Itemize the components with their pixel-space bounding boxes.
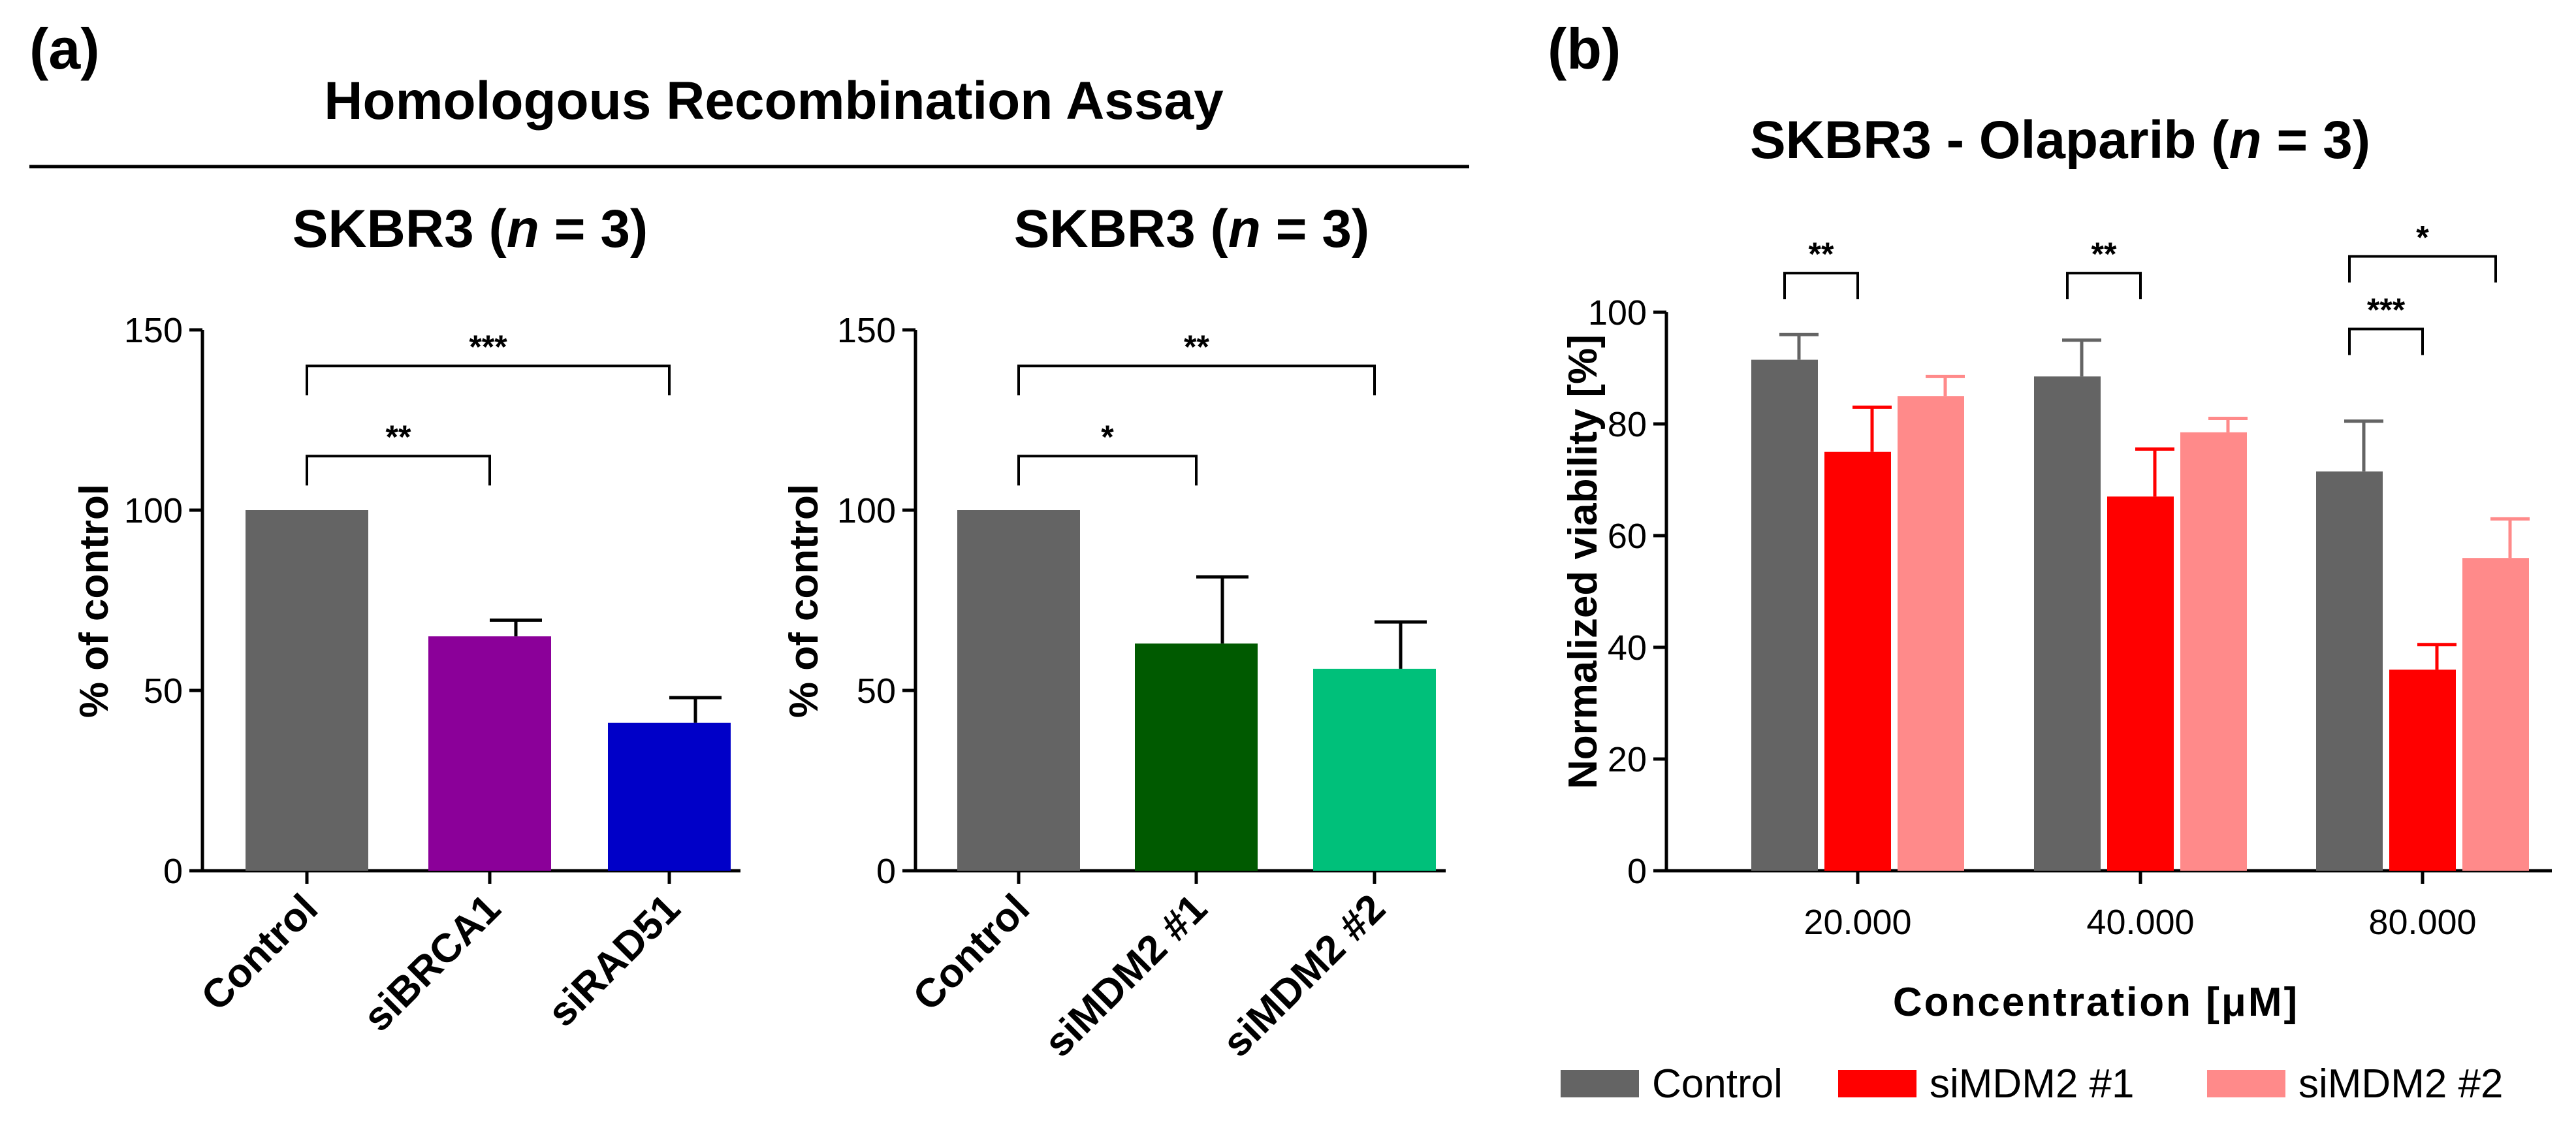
chart-b-significance-bracket <box>2066 272 2142 300</box>
legend-swatch-simdm2-1 <box>1838 1070 1916 1097</box>
chart-b-significance-bracket <box>1783 272 1859 300</box>
chart-a2-ylabel: % of control <box>782 484 827 718</box>
chart-a1-bar <box>428 636 551 871</box>
chart-a1-ytick-label: 50 <box>144 671 183 711</box>
chart-a1-ylabel: % of control <box>72 484 117 718</box>
chart-b-error-bar <box>2135 447 2174 497</box>
legend-label-simdm2-1: siMDM2 #1 <box>1930 1061 2135 1107</box>
chart-a1-bar <box>246 510 368 871</box>
chart-a2-significance-bracket <box>1017 364 1376 396</box>
chart-a2-category-label: Control <box>904 886 1038 1020</box>
chart-b-ytick-label: 100 <box>1588 293 1647 332</box>
chart-a1-significance-label: *** <box>469 329 507 365</box>
chart-b-bar <box>2034 376 2101 871</box>
chart-a1-error-bar <box>490 618 542 637</box>
chart-a1-category-label: siBRCA1 <box>355 886 509 1040</box>
chart-b-xlabel: Concentration [μM] <box>1893 980 2299 1025</box>
chart-b-significance-label: * <box>2416 219 2429 256</box>
chart-b-ytick-label: 20 <box>1608 740 1647 779</box>
chart-a1-significance-bracket <box>306 455 491 486</box>
chart-b-significance-bracket <box>2348 255 2497 283</box>
chart-b-error-bar <box>1779 332 1819 360</box>
chart-b-ytick-label: 80 <box>1608 405 1647 444</box>
chart-b-ytick-label: 40 <box>1608 628 1647 668</box>
chart-b-category-label: 20.000 <box>1804 903 1911 942</box>
chart-b-error-bar <box>2490 517 2530 558</box>
chart-b-significance-label: ** <box>2091 236 2117 272</box>
chart-a1-significance-bracket <box>306 364 671 396</box>
chart-a2-significance-label: ** <box>1184 329 1209 365</box>
legend-swatch-simdm2-2 <box>2207 1070 2285 1097</box>
legend-label-control: Control <box>1652 1061 1783 1107</box>
legend-swatch-control <box>1561 1070 1639 1097</box>
chart-b-bar <box>2107 496 2174 871</box>
chart-a1-category-label: Control <box>193 886 326 1020</box>
legend-label-simdm2-2: siMDM2 #2 <box>2298 1061 2504 1107</box>
chart-b-error-bar <box>1852 405 1892 452</box>
chart-b-error-bar <box>2344 419 2383 472</box>
chart-a2-significance-label: * <box>1101 419 1114 455</box>
panel-a-label: (a) <box>29 16 100 81</box>
panel-a-header: Homologous Recombination Assay <box>324 71 1224 131</box>
chart-a1-ytick-label: 100 <box>124 491 183 530</box>
chart-b-category-label: 80.000 <box>2368 903 2476 942</box>
chart-b-significance-label: *** <box>2367 292 2406 329</box>
chart-a2-bar <box>957 510 1080 871</box>
chart-a2-ytick-label: 150 <box>837 311 896 350</box>
chart-a1-significance-label: ** <box>386 419 411 455</box>
chart-a2-category-label: siMDM2 #2 <box>1215 886 1394 1065</box>
chart-a2-bar <box>1135 643 1258 871</box>
chart-a2-category-label: siMDM2 #1 <box>1036 886 1216 1065</box>
chart-b-significance-bracket <box>2348 327 2424 355</box>
chart-a2-ytick-label: 100 <box>837 491 896 530</box>
chart-b-error-bar <box>2208 416 2248 432</box>
chart-a1-error-bar <box>669 696 722 723</box>
chart-b-error-bar <box>2062 338 2101 377</box>
chart-a2-error-bar <box>1196 575 1248 644</box>
chart-a2-bar <box>1313 668 1436 871</box>
chart-a2-title: SKBR3 (n = 3) <box>1014 199 1370 259</box>
chart-a2-significance-bracket <box>1017 455 1198 486</box>
chart-a1-category-label: siRAD51 <box>539 886 689 1035</box>
chart-a1-ytick-label: 0 <box>163 852 183 891</box>
chart-a2-ytick-label: 50 <box>857 671 896 711</box>
chart-b-bar <box>1824 451 1891 871</box>
chart-b-error-bar <box>2417 643 2457 670</box>
chart-a2-error-bar <box>1375 620 1427 669</box>
chart-b-bar <box>2389 670 2456 871</box>
chart-b-significance-label: ** <box>1809 236 1834 272</box>
chart-b-category-label: 40.000 <box>2086 903 2194 942</box>
chart-b-bar <box>1898 396 1964 871</box>
chart-b-bar <box>2316 471 2383 871</box>
chart-b-error-bar <box>1926 374 1965 396</box>
chart-b-bar <box>2462 558 2529 871</box>
chart-b-bar <box>1751 359 1818 871</box>
chart-b-title: SKBR3 - Olaparib (n = 3) <box>1750 110 2370 170</box>
chart-b-bar <box>2180 432 2247 871</box>
chart-a2-ytick-label: 0 <box>876 852 896 891</box>
chart-a1-bar <box>608 722 731 871</box>
chart-b-ytick-label: 0 <box>1627 852 1647 891</box>
chart-b-ytick-label: 60 <box>1608 517 1647 556</box>
chart-a1-ytick-label: 150 <box>124 311 183 350</box>
panel-b-label: (b) <box>1548 16 1621 81</box>
chart-b-legend: Control siMDM2 #1 siMDM2 #2 <box>1561 1061 2504 1107</box>
chart-a1-title: SKBR3 (n = 3) <box>293 199 648 259</box>
chart-b-ylabel: Normalized viability [%] <box>1561 334 1606 789</box>
